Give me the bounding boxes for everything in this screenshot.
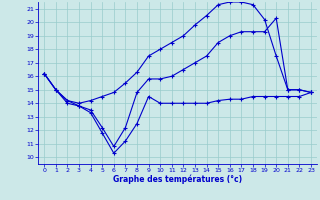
X-axis label: Graphe des températures (°c): Graphe des températures (°c) [113, 175, 242, 184]
